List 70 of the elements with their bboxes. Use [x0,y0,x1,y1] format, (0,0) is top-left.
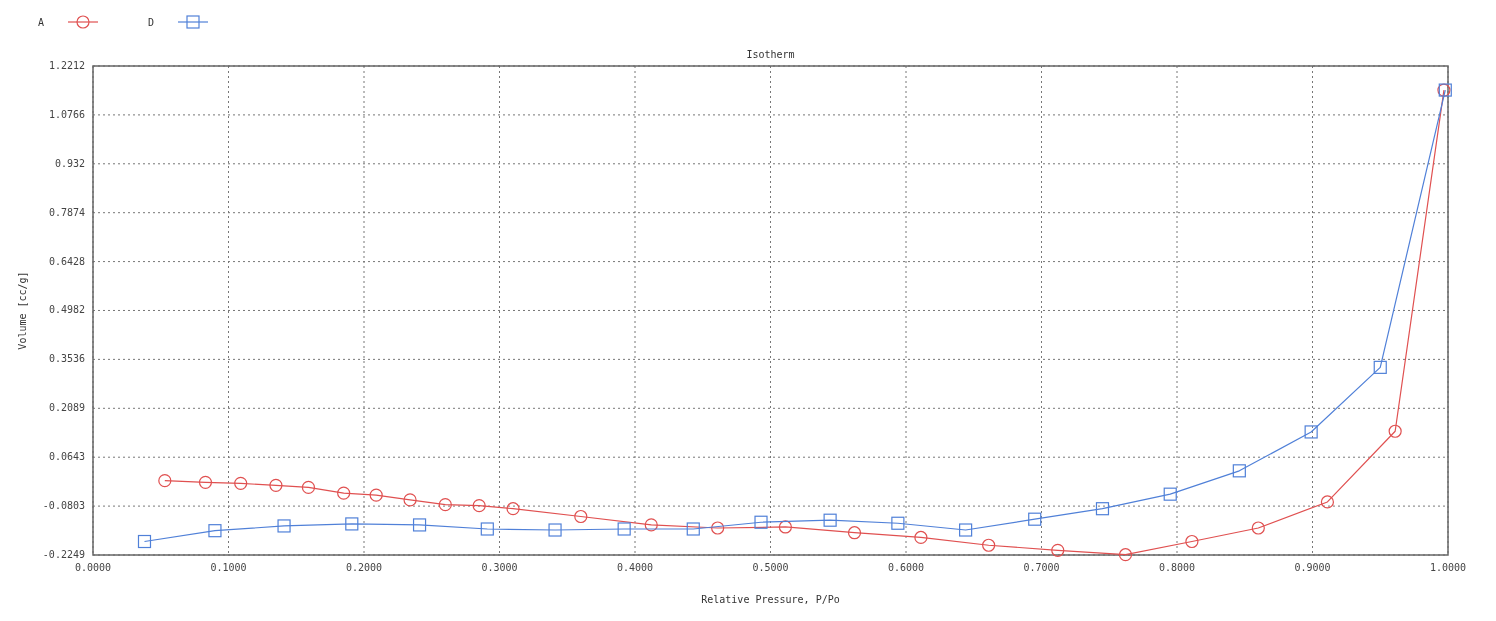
point [345,517,359,531]
x-tick-label: 0.5000 [752,562,789,573]
point [208,524,222,538]
point [1388,424,1402,438]
point [548,523,562,537]
legend-label: A [38,17,45,28]
x-tick-label: 1.0000 [1429,562,1467,573]
point [891,516,905,530]
point [369,488,383,502]
y-tick-label: 0.4982 [48,304,85,316]
point [301,480,316,494]
point [1185,534,1199,549]
point [480,522,494,536]
x-tick-label: 0.0000 [74,562,112,573]
point [711,521,725,535]
point [1373,360,1387,374]
point [234,476,248,490]
point [1051,543,1065,557]
point [1320,495,1335,509]
point [778,520,793,534]
x-tick-label: 0.9000 [1294,562,1331,573]
x-tick-label: 0.8000 [1158,562,1196,573]
x-tick-label: 0.7000 [1023,562,1060,573]
x-tick-label: 0.3000 [481,562,518,573]
x-tick-label: 0.6000 [887,562,925,573]
point [1304,425,1318,439]
point [686,522,700,536]
point [269,478,283,492]
point [1232,464,1246,478]
point [158,474,172,488]
y-axis-title: Volume [cc/g] [17,271,28,350]
point [914,530,928,545]
y-tick-label: 0.932 [54,157,85,169]
point [137,534,152,549]
point [472,499,486,513]
y-tick-label: 0.6428 [48,255,85,267]
point [277,519,291,533]
point [574,509,588,524]
point [198,475,213,489]
point [959,523,973,537]
x-tick-label: 0.1000 [210,562,247,573]
y-tick-label: 0.7874 [48,206,85,218]
point [506,502,520,516]
y-tick-label: -0.2249 [42,549,85,560]
point [438,498,452,512]
y-tick-label: 1.0766 [48,108,85,120]
point [1163,487,1177,501]
point [823,513,837,527]
point [982,538,996,552]
point [754,515,768,529]
point [644,518,658,532]
point [1251,521,1265,535]
point [1095,502,1110,516]
y-tick-label: 0.3536 [48,353,85,365]
y-tick-label: 1.2212 [48,60,85,71]
point [1028,512,1042,526]
point [847,526,862,540]
x-axis-title: Relative Pressure, P/Po [701,594,840,605]
point [403,493,417,507]
x-tick-label: 0.4000 [616,562,654,573]
x-tick-label: 0.2000 [345,562,383,573]
legend-label: D [148,17,155,28]
point [412,518,427,532]
point [1118,548,1133,562]
point [617,522,631,536]
chart-title: Isotherm [746,49,795,60]
y-tick-label: 0.0643 [48,451,85,463]
y-tick-label: -0.0803 [42,500,85,512]
point [337,486,351,500]
y-tick-label: 0.2089 [48,402,85,414]
